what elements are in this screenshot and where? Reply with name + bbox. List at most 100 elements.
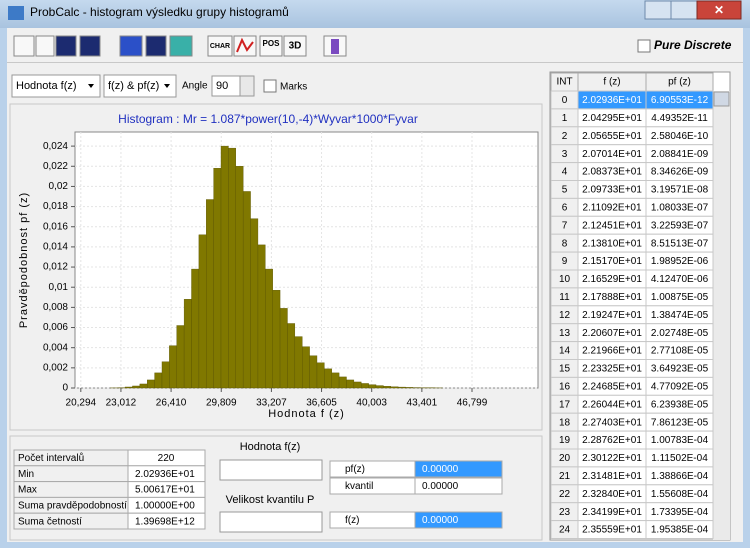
y-tick-label: 0,018 [43,201,68,212]
y-tick-label: 0,024 [43,141,68,152]
stat-value: 1.39698E+12 [135,516,195,527]
bar [280,308,287,388]
x-tick-label: 46,799 [457,398,488,409]
cell-text: 2.23325E+01 [582,364,642,375]
row-index: 23 [559,507,571,518]
stat-label: Počet intervalů [18,452,84,464]
row-index: 11 [559,292,570,303]
cell-text: 2.35559E+01 [582,525,642,536]
x-tick-label: 40,003 [356,398,387,409]
bar [125,387,132,388]
angle-value: 90 [216,80,228,92]
y-axis-label: Pravděpodobnost pf (z) [18,192,30,328]
cell-text: 2.08841E-09 [651,149,709,160]
row-index: 10 [559,274,571,285]
row-index: 19 [559,435,571,446]
stat-value: 1.00000E+00 [135,501,195,512]
cell-text: 2.02936E+01 [582,95,642,106]
row-index: 13 [559,328,571,339]
bar [265,269,272,388]
cell-text: 2.11092E+01 [582,203,641,214]
column-header-label: INT [556,77,572,88]
cell-text: 3.19571E-08 [651,185,709,196]
bar [383,386,390,388]
checkbox[interactable] [638,40,650,52]
y-tick-label: 0,002 [43,362,68,373]
column-header-label: pf (z) [668,77,691,88]
tool-button[interactable] [14,36,34,56]
cell-text: 2.26044E+01 [582,399,642,410]
cell-text: 1.98952E-06 [651,256,709,267]
cell-text: 2.07014E+01 [582,149,642,160]
row-index: 8 [562,238,568,249]
y-tick-label: 0,022 [43,161,68,172]
cell-text: 1.08033E-07 [651,203,709,214]
scroll-thumb[interactable] [714,92,729,106]
x-tick-label: 20,294 [66,398,97,409]
bar [391,387,398,388]
char-label: CHAR [210,43,230,50]
text-input[interactable] [220,512,322,532]
row-index: 17 [559,399,571,410]
text-input[interactable] [220,460,322,480]
x-tick-label: 43,401 [407,398,438,409]
bar [177,326,184,388]
bar [199,235,206,388]
field-label: pf(z) [345,464,365,475]
cell-text: 3.64923E-05 [651,364,709,375]
spin-buttons[interactable] [240,76,254,96]
y-tick-label: 0 [62,383,68,394]
cell-text: 8.34626E-09 [651,167,709,178]
section-title: Hodnota f(z) [240,441,301,453]
maximize-button[interactable] [671,1,697,19]
row-index: 7 [562,220,568,231]
cell-text: 2.21966E+01 [582,346,642,357]
tool-button[interactable] [170,36,192,56]
bar [140,384,147,388]
cell-text: 2.09733E+01 [582,185,642,196]
cell-text: 6.90553E-12 [651,95,709,106]
bar [258,245,265,388]
toolbar-separator [7,62,743,63]
scrollbar[interactable] [713,91,730,540]
cell-text: 2.08373E+01 [582,167,642,178]
marks-label: Marks [280,82,307,93]
cell-text: 2.77108E-05 [651,346,709,357]
angle-label: Angle [182,81,208,92]
row-index: 1 [562,113,568,124]
minimize-button[interactable] [645,1,671,19]
stat-value: 5.00617E+01 [135,485,195,496]
field-label: f(z) [345,515,359,526]
row-index: 9 [562,256,568,267]
cell-text: 1.38474E-05 [651,310,709,321]
close-glyph: ✕ [714,3,724,17]
y-tick-label: 0,004 [43,342,68,353]
tool-button[interactable] [80,36,100,56]
bar [398,387,405,388]
stat-label: Max [18,485,37,496]
tool-button[interactable] [146,36,166,56]
window-title: ProbCalc - histogram výsledku grupy hist… [30,5,289,19]
row-index: 22 [559,489,571,500]
bar [147,380,154,388]
cell-text: 2.15170E+01 [582,256,642,267]
checkbox[interactable] [264,80,276,92]
tool-button[interactable] [120,36,142,56]
cell-text: 2.31481E+01 [582,471,642,482]
cell-text: 4.12470E-06 [651,274,709,285]
bar [228,148,235,388]
cell-text: 3.22593E-07 [651,220,709,231]
cell-text: 1.00875E-05 [651,292,709,303]
tool-button[interactable] [36,36,54,56]
bar [317,363,324,388]
bar [169,346,176,388]
field-value: 0.00000 [422,481,459,492]
field-label-cell [330,512,415,528]
field-value: 0.00000 [422,464,459,475]
tool-button[interactable] [56,36,76,56]
section-title: Velikost kvantilu P [226,494,315,506]
stat-label: Min [18,469,34,480]
cell-text: 1.95385E-04 [651,525,709,536]
cell-text: 2.17888E+01 [582,292,642,303]
bar [324,369,331,388]
